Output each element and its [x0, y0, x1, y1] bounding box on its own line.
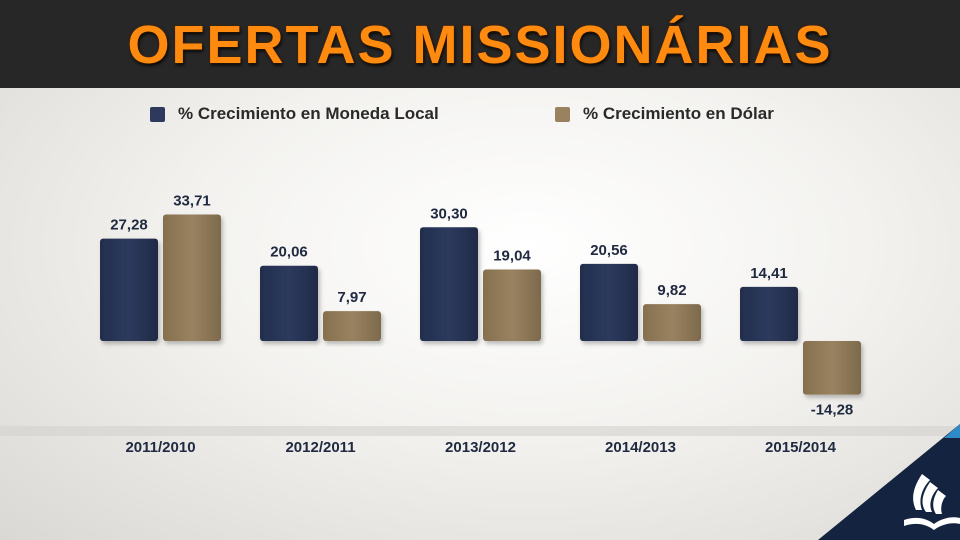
- bar-dollar-0: [163, 214, 221, 341]
- bar-dollar-4: [803, 341, 861, 395]
- bar-dollar-1: [323, 311, 381, 341]
- adventist-church-logo-icon: [818, 424, 960, 540]
- logo-accent-stripe: [944, 424, 960, 438]
- bar-local-4: [740, 286, 798, 341]
- legend-item-dollar: % Crecimiento en Dólar: [555, 104, 774, 124]
- bar-local-2: [420, 227, 478, 341]
- data-label-local-4: 14,41: [750, 265, 788, 282]
- logo-corner-triangle: [818, 424, 960, 540]
- data-label-dollar-4: -14,28: [811, 402, 854, 419]
- bar-dollar-3: [643, 304, 701, 341]
- category-label-2: 2013/2012: [445, 439, 516, 456]
- data-label-dollar-3: 9,82: [657, 282, 686, 299]
- legend-label-local: % Crecimiento en Moneda Local: [178, 104, 439, 123]
- legend-swatch-local: [150, 106, 165, 122]
- logo-flame-book-icon: [904, 474, 960, 530]
- legend-item-local: % Crecimiento en Moneda Local: [150, 104, 439, 124]
- data-label-local-1: 20,06: [270, 244, 308, 261]
- data-label-dollar-0: 33,71: [173, 193, 211, 210]
- bar-local-3: [580, 263, 638, 341]
- legend-swatch-dollar: [555, 106, 570, 122]
- data-label-dollar-2: 19,04: [493, 248, 531, 265]
- chart-panel: [0, 88, 960, 540]
- category-label-4: 2015/2014: [765, 439, 837, 456]
- chart-floor: [0, 426, 960, 436]
- data-label-local-3: 20,56: [590, 242, 628, 259]
- data-label-dollar-1: 7,97: [337, 289, 366, 306]
- data-label-local-2: 30,30: [430, 205, 468, 222]
- header-bar: OFERTAS MISSIONÁRIAS: [0, 0, 960, 88]
- bar-local-0: [100, 238, 158, 341]
- category-label-0: 2011/2010: [125, 439, 195, 456]
- legend-label-dollar: % Crecimiento en Dólar: [583, 104, 774, 123]
- bar-local-1: [260, 265, 318, 341]
- slide-title: OFERTAS MISSIONÁRIAS: [127, 15, 833, 75]
- category-label-3: 2014/2013: [605, 439, 676, 456]
- bar-dollar-2: [483, 269, 541, 341]
- category-label-1: 2012/2011: [285, 439, 355, 456]
- data-label-local-0: 27,28: [110, 217, 148, 234]
